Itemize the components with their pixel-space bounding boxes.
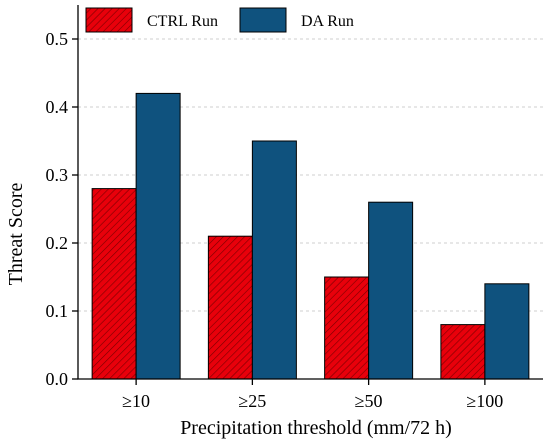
x-axis-title: Precipitation threshold (mm/72 h) [180,417,452,439]
legend-swatch-ctrl-run [85,7,133,33]
y-tick-label: 0.2 [46,233,69,253]
y-tick-label: 0.0 [46,369,69,389]
bar-ctrl-run-0 [91,188,137,380]
bar-da-run-2 [368,201,414,380]
x-tick-label: ≥50 [355,391,383,411]
bar-da-run-3 [484,283,530,380]
bar-da-run-0 [135,92,181,380]
y-tick-label: 0.1 [46,301,69,321]
y-tick-label: 0.3 [46,165,69,185]
y-tick-label: 0.4 [46,97,69,117]
bars [91,92,530,380]
bar-ctrl-run-3 [440,324,486,380]
legend-swatch-da-run [239,7,287,33]
legend-label-da-run: DA Run [301,13,354,30]
bar-ctrl-run-2 [324,276,370,380]
x-tick-label: ≥10 [122,391,150,411]
bar-da-run-1 [251,140,297,380]
legend-label-ctrl-run: CTRL Run [147,13,218,30]
y-tick-label: 0.5 [46,29,69,49]
y-axis-title: Threat Score [5,183,27,286]
ticks: 0.0 0.1 0.2 0.3 0.4 0.5 ≥10 ≥25 ≥50 ≥100 [46,29,504,411]
x-tick-label: ≥25 [238,391,266,411]
x-tick-label: ≥100 [466,391,503,411]
bar-ctrl-run-1 [207,235,253,380]
legend: CTRL Run DA Run [85,7,354,33]
